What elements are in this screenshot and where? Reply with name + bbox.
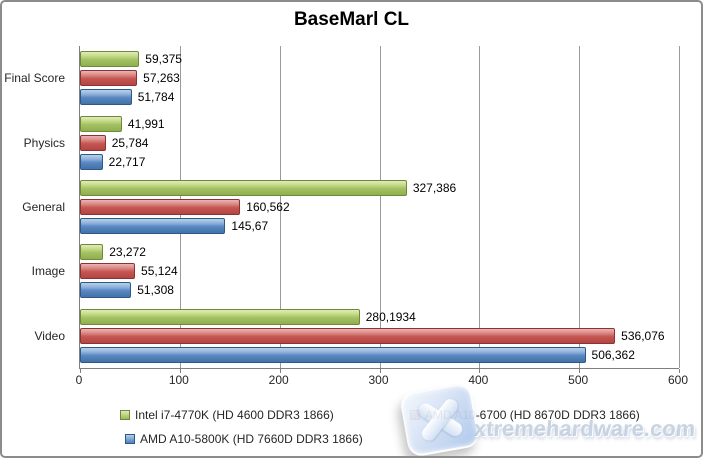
legend-label: Intel i7-4770K (HD 4600 DDR3 1866) — [135, 408, 334, 422]
bar-value-label: 51,308 — [137, 283, 174, 298]
legend-item-amd-a10-5800k: AMD A10-5800K (HD 7660D DDR3 1866) — [125, 432, 363, 446]
bar-value-label: 51,784 — [137, 90, 175, 105]
bar — [80, 153, 103, 170]
gridline — [379, 46, 381, 368]
bar-line: 160,562 — [80, 199, 679, 216]
axis-tick — [479, 369, 481, 373]
bar — [80, 51, 140, 68]
watermark-text: xtremehardware.com — [473, 416, 697, 441]
bar-line: 25,784 — [80, 134, 679, 151]
x-tick-label: 100 — [168, 373, 189, 387]
axis-tick — [179, 369, 181, 373]
bar-line: 51,308 — [80, 282, 679, 299]
x-tick-label: 600 — [667, 373, 689, 387]
category-label: Video — [34, 328, 65, 343]
axis-tick — [279, 369, 281, 373]
legend-item-intel-i7-4770k: Intel i7-4770K (HD 4600 DDR3 1866) — [120, 408, 334, 422]
bar-line: 51,784 — [80, 89, 679, 106]
bar-group: 280,1934 536,076 506,362 — [80, 304, 679, 368]
bar — [80, 70, 138, 87]
bar — [80, 346, 586, 363]
x-tick-label: 500 — [568, 373, 589, 387]
bar-value-label: 280,1934 — [365, 309, 416, 324]
bar-line: 280,1934 — [80, 308, 679, 325]
category-label: Image — [31, 264, 65, 279]
bar-line: 57,263 — [80, 70, 679, 87]
gridline — [579, 46, 581, 368]
bar — [80, 308, 360, 325]
gridline — [279, 46, 281, 368]
plot-area: 59,375 57,263 51,784 41,991 25,784 22,717 327,… — [79, 46, 680, 373]
category-label: Physics — [23, 135, 65, 150]
bar-value-label: 22,717 — [108, 154, 146, 169]
legend-label: AMD A10-5800K (HD 7660D DDR3 1866) — [140, 432, 363, 446]
bar — [80, 327, 616, 344]
category-label: Final Score — [4, 71, 65, 86]
bar-line: 536,076 — [80, 327, 679, 344]
bar-value-label: 41,991 — [127, 116, 165, 131]
bar-value-label: 327,386 — [412, 181, 457, 196]
bar-group: 23,272 55,124 51,308 — [80, 239, 679, 303]
bar-group: 327,386 160,562 145,67 — [80, 175, 679, 239]
bar — [80, 115, 122, 132]
category-axis: Final Score Physics General Image Video — [4, 46, 72, 368]
axis-tick — [679, 369, 680, 373]
gridline — [679, 46, 680, 368]
legend-marker-green — [120, 410, 130, 420]
bar-value-label: 536,076 — [621, 328, 665, 343]
axis-tick — [80, 369, 81, 373]
axis-tick — [579, 369, 581, 373]
category-label: General — [22, 200, 65, 215]
bar-value-label: 25,784 — [111, 135, 149, 150]
bar-line: 59,375 — [80, 51, 679, 68]
bar-group: 59,375 57,263 51,784 — [80, 46, 679, 110]
x-tick-label: 0 — [75, 373, 83, 387]
bar — [80, 134, 106, 151]
bar-line: 506,362 — [80, 346, 679, 363]
bar — [80, 282, 132, 299]
bar-line: 23,272 — [80, 244, 679, 261]
legend-marker-blue — [125, 434, 135, 444]
bar — [80, 244, 104, 261]
x-tick-label: 300 — [368, 373, 389, 387]
bar-line: 327,386 — [80, 180, 679, 197]
bar-line: 22,717 — [80, 153, 679, 170]
bar — [80, 263, 136, 280]
chart-title: BaseMarl CL — [293, 9, 410, 30]
axis-tick — [379, 369, 381, 373]
bar-value-label: 506,362 — [591, 347, 635, 362]
bar — [80, 218, 226, 235]
bar — [80, 199, 241, 216]
bar-value-label: 57,263 — [143, 71, 180, 86]
x-tick-label: 400 — [468, 373, 489, 387]
bar-value-label: 145,67 — [231, 219, 269, 234]
bar-line: 41,991 — [80, 115, 679, 132]
bar-value-label: 55,124 — [141, 264, 178, 279]
bar-line: 145,67 — [80, 218, 679, 235]
bar-value-label: 59,375 — [145, 52, 182, 67]
watermark-x-logo-icon — [398, 382, 482, 456]
bar-line: 55,124 — [80, 263, 679, 280]
x-tick-label: 200 — [268, 373, 289, 387]
legend-label: AMD A10-6700 (HD 8670D DDR3 1866) — [425, 408, 640, 422]
bar — [80, 89, 132, 106]
bar-value-label: 160,562 — [246, 200, 290, 215]
bar-group: 41,991 25,784 22,717 — [80, 110, 679, 174]
bar — [80, 180, 407, 197]
bar-value-label: 23,272 — [109, 245, 146, 260]
x-axis: 0 100 200 300 400 500 600 — [75, 373, 688, 389]
gridline — [479, 46, 481, 368]
